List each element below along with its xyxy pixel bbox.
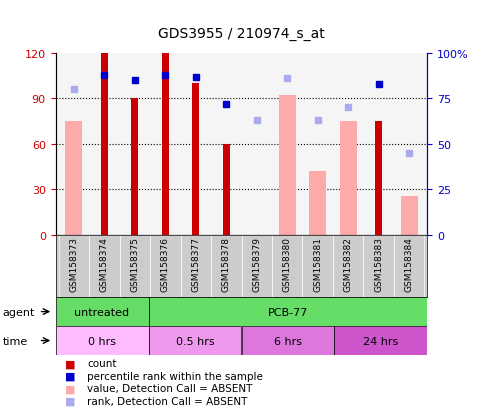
Text: GSM158373: GSM158373 [70, 237, 78, 292]
Text: percentile rank within the sample: percentile rank within the sample [87, 371, 263, 381]
Bar [131, 99, 138, 235]
Text: 6 hrs: 6 hrs [274, 336, 302, 346]
Bar [363, 235, 394, 297]
Text: GSM158382: GSM158382 [344, 237, 353, 292]
Text: rank, Detection Call = ABSENT: rank, Detection Call = ABSENT [87, 396, 247, 406]
Text: agent: agent [2, 307, 35, 317]
Bar [223, 145, 229, 235]
Text: GDS3955 / 210974_s_at: GDS3955 / 210974_s_at [158, 27, 325, 41]
Text: value, Detection Call = ABSENT: value, Detection Call = ABSENT [87, 383, 252, 393]
Bar [101, 54, 108, 235]
Bar [335, 326, 427, 355]
Text: GSM158383: GSM158383 [374, 237, 383, 292]
Bar [309, 172, 326, 235]
Text: ■: ■ [65, 358, 76, 368]
Text: PCB-77: PCB-77 [268, 307, 308, 317]
Bar [150, 235, 181, 297]
Bar [333, 235, 363, 297]
Bar [242, 326, 334, 355]
Bar [181, 235, 211, 297]
Text: ■: ■ [65, 371, 76, 381]
Bar [89, 235, 120, 297]
Text: GSM158377: GSM158377 [191, 237, 200, 292]
Bar [162, 54, 169, 235]
Text: time: time [2, 336, 28, 346]
Bar [149, 297, 427, 326]
Bar [211, 235, 242, 297]
Text: GSM158378: GSM158378 [222, 237, 231, 292]
Text: GSM158376: GSM158376 [161, 237, 170, 292]
Bar [58, 235, 89, 297]
Bar [242, 235, 272, 297]
Bar [192, 84, 199, 235]
Text: GSM158384: GSM158384 [405, 237, 413, 292]
Text: GSM158374: GSM158374 [100, 237, 109, 292]
Text: 0 hrs: 0 hrs [88, 336, 116, 346]
Bar [401, 196, 417, 235]
Bar [149, 326, 242, 355]
Bar [272, 235, 302, 297]
Text: GSM158381: GSM158381 [313, 237, 322, 292]
Bar [340, 122, 356, 235]
Bar [56, 326, 149, 355]
Bar [302, 235, 333, 297]
Bar [120, 235, 150, 297]
Text: count: count [87, 358, 116, 368]
Text: GSM158379: GSM158379 [252, 237, 261, 292]
Text: untreated: untreated [74, 307, 129, 317]
Text: ■: ■ [65, 396, 76, 406]
Bar [66, 122, 82, 235]
Bar [394, 235, 425, 297]
Text: 0.5 hrs: 0.5 hrs [176, 336, 214, 346]
Text: GSM158375: GSM158375 [130, 237, 139, 292]
Bar [279, 96, 296, 235]
Bar [56, 297, 149, 326]
Text: GSM158380: GSM158380 [283, 237, 292, 292]
Text: 24 hrs: 24 hrs [363, 336, 398, 346]
Bar [375, 122, 382, 235]
Text: ■: ■ [65, 383, 76, 393]
